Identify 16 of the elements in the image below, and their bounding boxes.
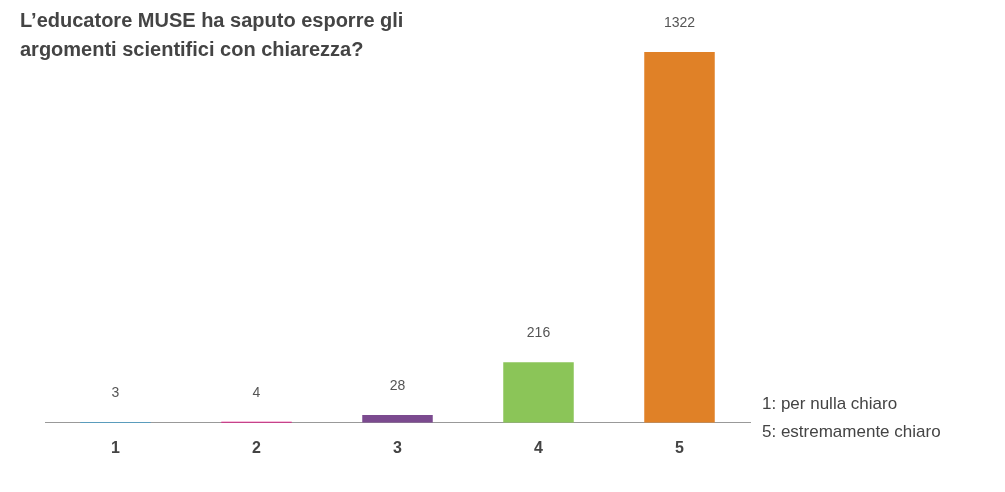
chart-title: L’educatore MUSE ha saputo esporre gli argomenti scientifici con chiarezza? xyxy=(20,8,405,62)
bar xyxy=(362,414,433,423)
bar xyxy=(503,362,574,423)
data-label: 3 xyxy=(111,383,120,400)
x-tick-label: 1 xyxy=(111,438,121,456)
x-tick-label: 2 xyxy=(252,438,262,456)
data-label: 216 xyxy=(526,324,551,341)
x-tick-label: 4 xyxy=(534,438,544,456)
data-label: 4 xyxy=(252,383,261,400)
data-label: 28 xyxy=(389,376,406,393)
text: 5: estremamente chiaro xyxy=(762,421,941,443)
data-label: 1322 xyxy=(663,13,696,30)
x-tick-label: 3 xyxy=(393,438,403,456)
x-tick-label: 5 xyxy=(675,438,685,456)
bar xyxy=(644,52,715,423)
text: 1: per nulla chiaro xyxy=(762,393,899,415)
